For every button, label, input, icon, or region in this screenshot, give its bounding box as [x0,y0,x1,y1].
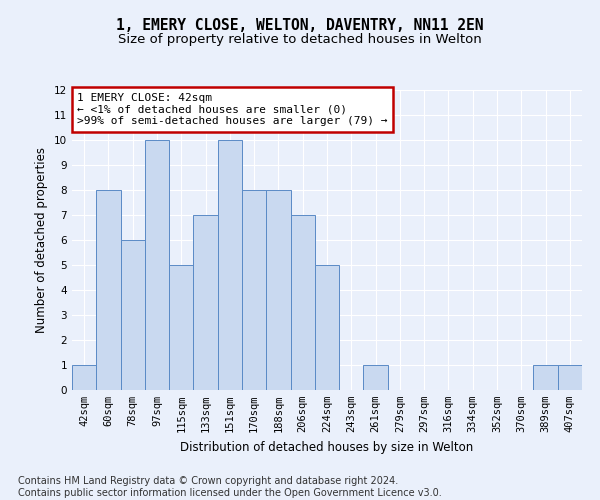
Bar [558,365,582,390]
Bar [169,265,193,390]
Bar [72,365,96,390]
Bar [218,140,242,390]
Text: Contains HM Land Registry data © Crown copyright and database right 2024.
Contai: Contains HM Land Registry data © Crown c… [18,476,442,498]
Text: 1 EMERY CLOSE: 42sqm
← <1% of detached houses are smaller (0)
>99% of semi-detac: 1 EMERY CLOSE: 42sqm ← <1% of detached h… [77,93,388,126]
Bar [364,365,388,390]
Bar [242,190,266,390]
Bar [315,265,339,390]
Bar [145,140,169,390]
Bar [121,240,145,390]
Bar [193,215,218,390]
Text: 1, EMERY CLOSE, WELTON, DAVENTRY, NN11 2EN: 1, EMERY CLOSE, WELTON, DAVENTRY, NN11 2… [116,18,484,32]
Bar [290,215,315,390]
Y-axis label: Number of detached properties: Number of detached properties [35,147,49,333]
Bar [533,365,558,390]
X-axis label: Distribution of detached houses by size in Welton: Distribution of detached houses by size … [181,440,473,454]
Bar [266,190,290,390]
Text: Size of property relative to detached houses in Welton: Size of property relative to detached ho… [118,32,482,46]
Bar [96,190,121,390]
